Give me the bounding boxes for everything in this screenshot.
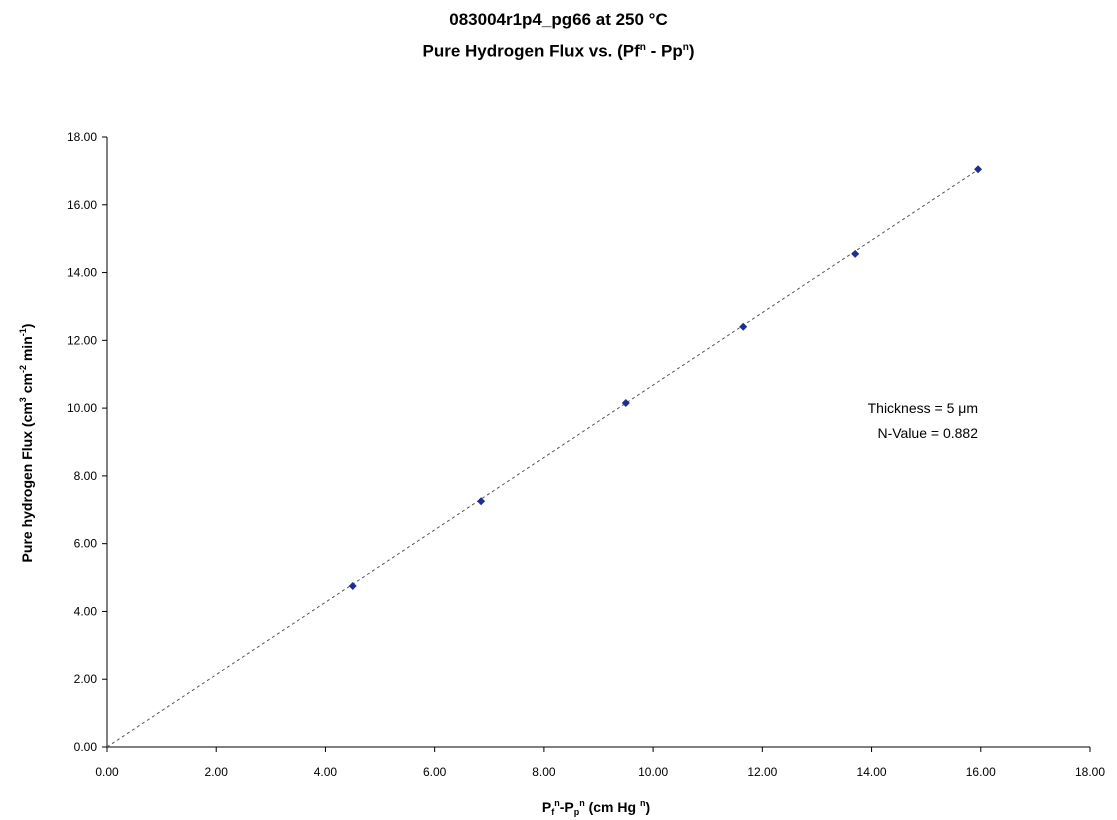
x-tick-label: 6.00	[423, 765, 447, 779]
chart-title-line-2: Pure Hydrogen Flux vs. (Pfn - Ppn)	[422, 41, 695, 61]
x-tick-label: 10.00	[638, 765, 668, 779]
data-points	[348, 165, 983, 591]
y-axis-title: Pure hydrogen Flux (cm3 cm-2 min-1)	[18, 324, 35, 563]
y-tick-label: 12.00	[67, 333, 97, 347]
trendline	[106, 167, 982, 748]
data-point	[621, 399, 630, 408]
x-tick-label: 4.00	[314, 765, 338, 779]
x-tick-label: 0.00	[95, 765, 119, 779]
data-point	[974, 165, 983, 174]
trendline-group	[106, 167, 982, 748]
chart-title-line-1: 083004r1p4_pg66 at 250 °C	[449, 10, 668, 29]
data-point	[477, 497, 486, 506]
x-tick-label: 8.00	[532, 765, 556, 779]
y-tick-label: 16.00	[67, 198, 97, 212]
y-tick-label: 10.00	[67, 401, 97, 415]
y-tick-label: 18.00	[67, 130, 97, 144]
x-tick-label: 18.00	[1075, 765, 1105, 779]
y-tick-label: 0.00	[74, 740, 98, 754]
y-tick-label: 4.00	[74, 604, 98, 618]
thickness-annotation: Thickness = 5 μm	[868, 400, 978, 416]
x-tick-label: 12.00	[747, 765, 777, 779]
data-point	[348, 582, 357, 591]
y-tick-label: 14.00	[67, 266, 97, 280]
y-tick-label: 8.00	[74, 469, 98, 483]
x-tick-label: 16.00	[966, 765, 996, 779]
n-value-annotation: N-Value = 0.882	[877, 425, 978, 441]
data-point	[739, 322, 748, 331]
data-point	[851, 249, 860, 258]
x-tick-label: 14.00	[857, 765, 887, 779]
axis-labels: Pure hydrogen Flux (cm3 cm-2 min-1) Pfn-…	[18, 324, 978, 817]
y-tick-label: 6.00	[74, 537, 98, 551]
x-axis-title: Pfn-Ppn (cm Hg n)	[542, 798, 650, 817]
axes: 0.00 2.00 4.00 6.00 8.00 10.00 12.00 14.00 16.00…	[67, 130, 1105, 779]
y-tick-label: 2.00	[74, 672, 98, 686]
chart-title: 083004r1p4_pg66 at 250 °C Pure Hydrogen …	[0, 6, 1117, 66]
x-tick-label: 2.00	[205, 765, 229, 779]
